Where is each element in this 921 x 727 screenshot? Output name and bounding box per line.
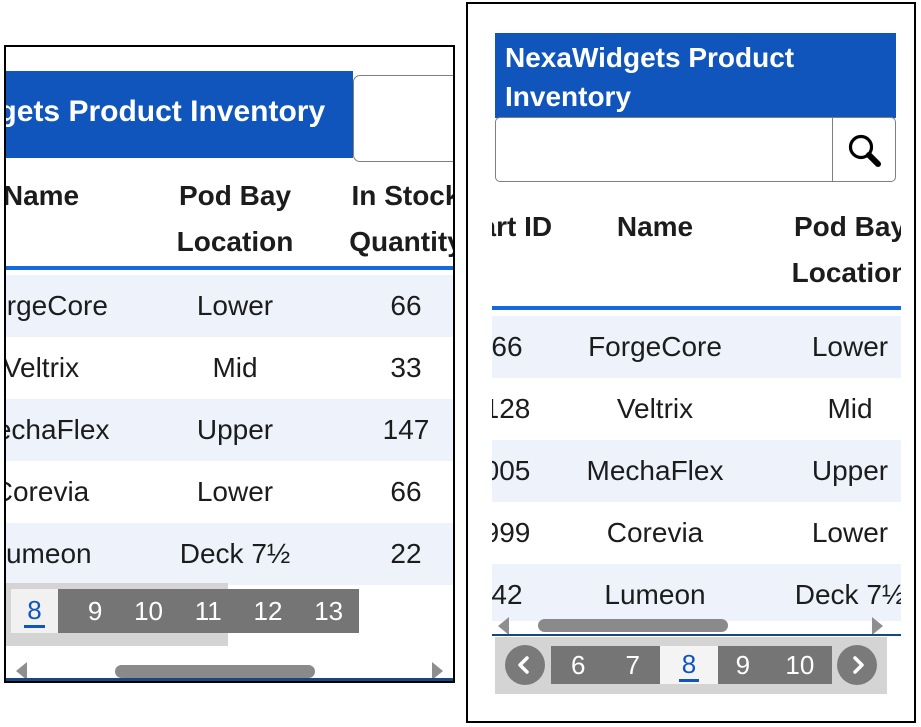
scroll-left-icon[interactable] (498, 617, 509, 635)
search-input[interactable] (496, 118, 832, 181)
table-region: Part ID Name Pod Bay Location 66 ForgeCo… (492, 190, 901, 621)
column-header-in-stock-quantity: In Stock Quantity (349, 180, 455, 257)
cell-pod-bay-location: Deck 7½ (794, 579, 901, 610)
pagination-pages: 9 10 11 12 13 (58, 589, 359, 633)
cell-pod-bay-location: Deck 7½ (179, 538, 291, 569)
cell-in-stock-quantity: 33 (390, 352, 422, 383)
table-header-row: Name Pod Bay Location In Stock Quantity (6, 173, 453, 268)
pagination-bar: 6 7 8 9 10 (495, 637, 887, 694)
search-box[interactable] (495, 117, 896, 182)
page-number[interactable]: 7 (625, 649, 640, 680)
cell-in-stock-quantity: 66 (390, 476, 422, 507)
scroll-left-icon[interactable] (16, 662, 27, 680)
pagination-pages: 6 7 (551, 646, 660, 684)
cell-in-stock-quantity: 147 (382, 414, 430, 445)
table-row[interactable]: 999 Corevia Lower (492, 502, 901, 564)
cell-part-id: 005 (492, 455, 531, 486)
table-row[interactable]: 005 MechaFlex Upper (492, 440, 901, 502)
cell-name: Lumeon (5, 538, 92, 569)
left-window: NexaWidgets Product Inventory Name Pod B… (4, 45, 455, 683)
pagination-current-page[interactable]: 8 (660, 646, 718, 684)
table-row[interactable]: 42 Lumeon Deck 7½ (492, 564, 901, 621)
cell-name: ForgeCore (588, 331, 722, 362)
next-page-button[interactable] (837, 645, 877, 685)
cell-part-id: 128 (492, 393, 531, 424)
page-number[interactable]: 10 (134, 595, 164, 626)
cell-in-stock-quantity: 22 (390, 538, 422, 569)
cell-pod-bay-location: Upper (811, 455, 889, 486)
table-row[interactable]: 66 ForgeCore Lower (492, 316, 901, 378)
cell-pod-bay-location: Lower (196, 476, 274, 507)
page-number[interactable]: 13 (314, 595, 344, 626)
search-box[interactable] (353, 75, 453, 162)
cell-name: Lumeon (604, 579, 706, 610)
column-header-part-id: Part ID (492, 211, 553, 242)
page-number: 8 (24, 595, 45, 628)
grid-bottom-border (6, 678, 453, 681)
column-header-name: Name (616, 211, 694, 242)
previous-page-button[interactable] (505, 645, 545, 685)
app-title: NexaWidgets Product Inventory (6, 95, 326, 128)
horizontal-scrollbar-thumb[interactable] (115, 665, 315, 678)
column-header-pod-bay-location: Pod Bay Location (791, 211, 901, 288)
grid-bottom-border (492, 634, 901, 636)
column-header-name: Name (4, 180, 80, 211)
right-window: NexaWidgets Product Inventory Part ID Na… (466, 2, 916, 723)
cell-pod-bay-location: Mid (827, 393, 873, 424)
table-row[interactable]: MechaFlex Upper 147 (6, 399, 453, 461)
search-button[interactable] (833, 118, 895, 181)
app-title: NexaWidgets Product Inventory (505, 42, 795, 112)
cell-pod-bay-location: Mid (212, 352, 258, 383)
cell-in-stock-quantity: 66 (390, 290, 422, 321)
table-row[interactable]: Lumeon Deck 7½ 22 (6, 523, 453, 585)
cell-part-id: 66 (492, 331, 523, 362)
table-row[interactable]: 128 Veltrix Mid (492, 378, 901, 440)
table-row[interactable]: Veltrix Mid 33 (6, 337, 453, 399)
cell-name: Corevia (6, 476, 90, 507)
cell-pod-bay-location: Lower (196, 290, 274, 321)
cell-name: MechaFlex (586, 455, 724, 486)
table-header-row: Part ID Name Pod Bay Location (492, 204, 901, 304)
page-number[interactable]: 11 (194, 595, 222, 626)
table-row[interactable]: Corevia Lower 66 (6, 461, 453, 523)
cell-pod-bay-location: Upper (196, 414, 274, 445)
page-number[interactable]: 9 (735, 649, 751, 680)
horizontal-scrollbar-thumb[interactable] (538, 619, 728, 632)
cell-name: ForgeCore (6, 290, 108, 321)
cell-name: MechaFlex (6, 414, 110, 445)
pagination-pages: 9 10 (718, 646, 832, 684)
cell-pod-bay-location: Lower (811, 331, 889, 362)
page-number: 8 (678, 649, 700, 682)
pagination-current-page[interactable]: 8 (11, 589, 58, 633)
chevron-left-icon (518, 656, 529, 674)
cell-part-id: 999 (492, 517, 531, 548)
search-input[interactable] (354, 76, 453, 161)
scroll-right-icon[interactable] (432, 662, 443, 680)
scroll-right-icon[interactable] (872, 617, 883, 635)
page-number[interactable]: 9 (87, 595, 103, 626)
page-number[interactable]: 10 (785, 649, 815, 680)
cell-name: Veltrix (4, 352, 80, 383)
cell-part-id: 42 (492, 579, 523, 610)
header-accent-line (492, 306, 901, 310)
table-row[interactable]: ForgeCore Lower 66 (6, 275, 453, 337)
search-icon (848, 134, 881, 167)
search-divider (832, 118, 833, 181)
page-number[interactable]: 6 (571, 649, 586, 680)
cell-pod-bay-location: Lower (811, 517, 889, 548)
column-header-pod-bay-location: Pod Bay Location (176, 180, 294, 257)
table-body: 66 ForgeCore Lower 128 Veltrix Mid 005 M… (492, 316, 901, 621)
cell-name: Corevia (606, 517, 704, 548)
table-body: ForgeCore Lower 66 Veltrix Mid 33 MechaF… (6, 275, 453, 585)
app-header-bar: NexaWidgets Product Inventory (495, 33, 896, 118)
cell-name: Veltrix (616, 393, 694, 424)
header-accent-line (6, 266, 453, 270)
chevron-right-icon (853, 656, 864, 674)
app-header-bar: NexaWidgets Product Inventory (6, 71, 353, 158)
page-number[interactable]: 12 (253, 595, 283, 626)
